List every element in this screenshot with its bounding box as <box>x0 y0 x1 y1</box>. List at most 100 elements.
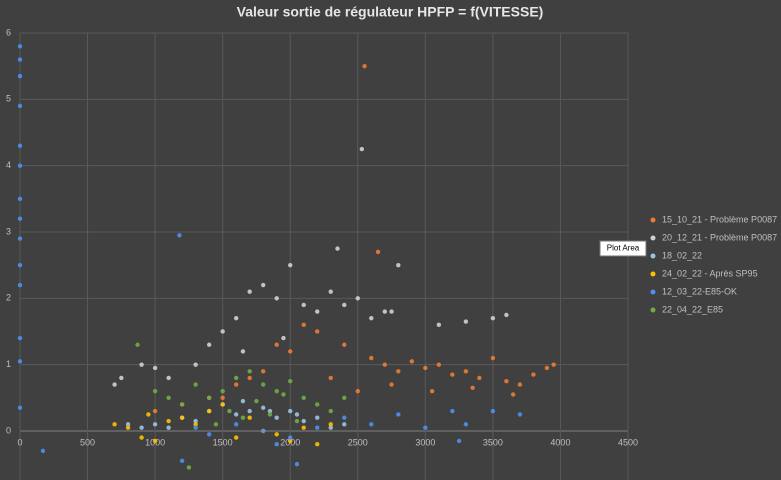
legend-label: 18_02_22 <box>662 250 702 260</box>
point <box>335 246 340 251</box>
y-tick-label: 3 <box>6 226 11 236</box>
point <box>328 289 333 294</box>
point <box>288 262 293 268</box>
point <box>389 382 394 387</box>
legend-marker <box>650 217 656 223</box>
point <box>315 442 320 447</box>
point <box>17 236 23 241</box>
point <box>261 428 266 434</box>
point <box>17 44 23 49</box>
x-tick-label: 4000 <box>550 437 570 447</box>
point <box>517 382 523 387</box>
legend-label: 24_02_22 - Après SP95 <box>662 268 758 278</box>
point <box>301 418 306 424</box>
point <box>17 103 23 109</box>
legend-label: 20_12_21 - Problème P0087 <box>662 232 777 242</box>
point <box>220 388 225 394</box>
point <box>429 388 435 394</box>
point <box>517 412 523 417</box>
point <box>193 422 198 427</box>
point <box>301 322 306 328</box>
point <box>179 415 185 420</box>
point <box>261 282 266 288</box>
point <box>220 395 225 401</box>
point <box>301 425 306 430</box>
point <box>456 438 462 444</box>
point <box>233 382 239 387</box>
point <box>274 342 279 347</box>
point <box>463 319 469 324</box>
y-tick-label: 2 <box>6 293 11 303</box>
point <box>396 412 401 417</box>
point <box>274 296 279 301</box>
point <box>166 425 171 430</box>
point <box>382 362 387 367</box>
point <box>551 362 556 367</box>
point <box>504 312 509 318</box>
point <box>193 382 198 387</box>
y-tick-label: 0 <box>6 425 11 435</box>
point <box>166 395 171 401</box>
point <box>490 408 496 414</box>
point <box>146 412 151 417</box>
x-tick-label: 0 <box>17 437 22 447</box>
x-tick-label: 1500 <box>213 437 233 447</box>
point <box>409 359 415 364</box>
point <box>119 375 124 381</box>
point <box>382 309 387 314</box>
point <box>396 262 401 268</box>
point <box>17 73 23 79</box>
point <box>17 282 23 288</box>
point <box>233 412 239 417</box>
point <box>139 435 144 440</box>
point <box>342 415 347 420</box>
point <box>152 422 158 427</box>
point <box>193 425 198 430</box>
point <box>112 382 117 387</box>
point <box>389 309 394 314</box>
x-tick-label: 3000 <box>415 437 435 447</box>
point <box>423 365 428 371</box>
point <box>463 422 469 427</box>
point <box>450 372 455 377</box>
chart-title: Valeur sortie de régulateur HPFP = f(VIT… <box>237 4 544 20</box>
point <box>274 442 279 447</box>
point <box>294 418 300 424</box>
point <box>359 146 365 152</box>
point <box>233 422 239 427</box>
point <box>206 342 212 347</box>
point <box>463 369 469 374</box>
point <box>17 143 23 148</box>
point <box>342 395 347 401</box>
point <box>40 448 46 454</box>
point <box>328 425 333 430</box>
point <box>490 316 496 321</box>
point <box>254 398 259 404</box>
point <box>355 388 360 394</box>
point <box>355 296 360 301</box>
point <box>166 418 171 424</box>
point <box>531 372 536 377</box>
point <box>267 412 273 417</box>
x-tick-label: 4500 <box>618 437 638 447</box>
point <box>328 408 333 414</box>
point <box>247 408 252 414</box>
point <box>17 335 23 341</box>
point <box>274 432 279 437</box>
point <box>315 402 320 407</box>
point <box>315 309 320 314</box>
point <box>510 392 516 397</box>
tooltip-text: Plot Area <box>607 244 640 253</box>
x-tick-label: 2500 <box>348 437 368 447</box>
point <box>247 289 252 294</box>
y-tick-label: 4 <box>6 160 11 170</box>
point <box>17 359 23 364</box>
point <box>220 402 225 407</box>
point <box>436 322 442 328</box>
y-tick-label: 5 <box>6 94 11 104</box>
legend-label: 12_03_22-E85-OK <box>662 286 737 296</box>
point <box>504 379 509 384</box>
point <box>206 395 212 401</box>
